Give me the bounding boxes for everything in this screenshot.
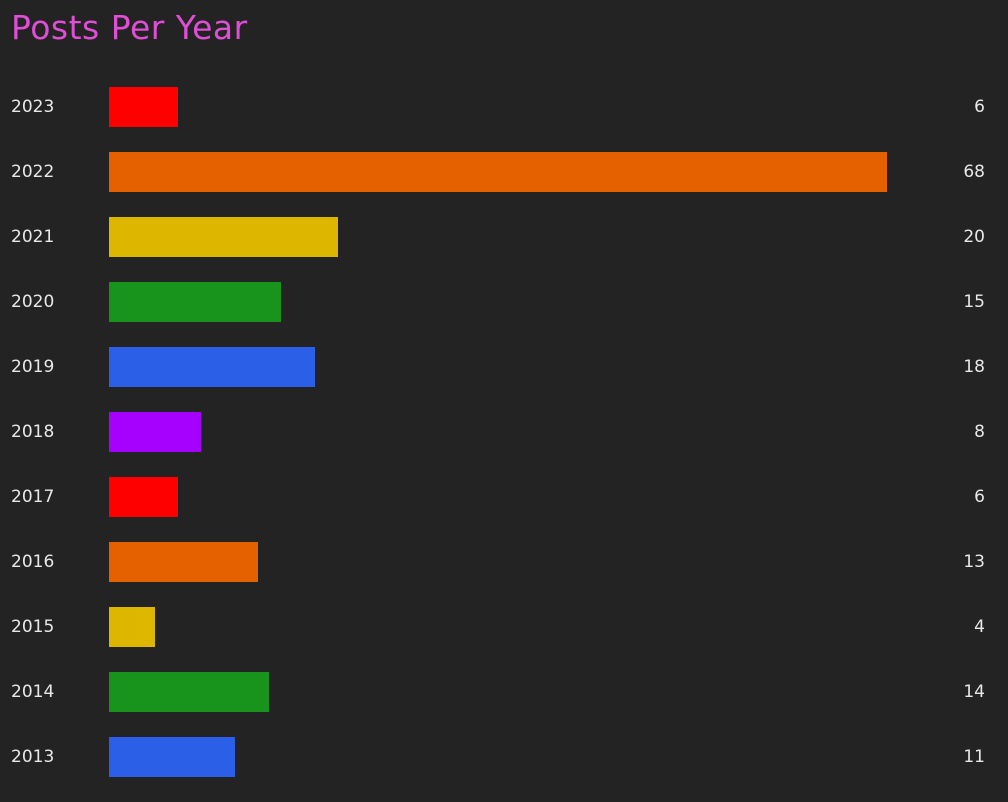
chart-title: Posts Per Year	[11, 8, 248, 47]
bar-row-2019: 2019 18	[0, 347, 1008, 387]
bar-row-2013: 2013 11	[0, 737, 1008, 777]
category-label: 2022	[11, 162, 55, 182]
bar-row-2017: 2017 6	[0, 477, 1008, 517]
bar-row-2023: 2023 6	[0, 87, 1008, 127]
bar-row-2016: 2016 13	[0, 542, 1008, 582]
category-label: 2016	[11, 552, 55, 572]
bar-row-2018: 2018 8	[0, 412, 1008, 452]
value-label: 6	[974, 97, 985, 117]
bar-row-2022: 2022 68	[0, 152, 1008, 192]
category-label: 2019	[11, 357, 55, 377]
category-label: 2015	[11, 617, 55, 637]
category-label: 2018	[11, 422, 55, 442]
bar-2018	[109, 412, 201, 452]
bar-2019	[109, 347, 315, 387]
category-label: 2021	[11, 227, 55, 247]
value-label: 20	[963, 227, 985, 247]
bar-2021	[109, 217, 338, 257]
bar-2022	[109, 152, 887, 192]
category-label: 2020	[11, 292, 55, 312]
value-label: 8	[974, 422, 985, 442]
bar-2016	[109, 542, 258, 582]
bar-row-2014: 2014 14	[0, 672, 1008, 712]
bar-row-2021: 2021 20	[0, 217, 1008, 257]
bar-2017	[109, 477, 178, 517]
category-label: 2017	[11, 487, 55, 507]
bar-2013	[109, 737, 235, 777]
value-label: 18	[963, 357, 985, 377]
value-label: 14	[963, 682, 985, 702]
bar-2023	[109, 87, 178, 127]
value-label: 13	[963, 552, 985, 572]
bar-2014	[109, 672, 269, 712]
value-label: 11	[963, 747, 985, 767]
bar-row-2020: 2020 15	[0, 282, 1008, 322]
category-label: 2023	[11, 97, 55, 117]
category-label: 2013	[11, 747, 55, 767]
bar-row-2015: 2015 4	[0, 607, 1008, 647]
value-label: 68	[963, 162, 985, 182]
bar-2020	[109, 282, 281, 322]
bar-2015	[109, 607, 155, 647]
value-label: 6	[974, 487, 985, 507]
value-label: 15	[963, 292, 985, 312]
value-label: 4	[974, 617, 985, 637]
category-label: 2014	[11, 682, 55, 702]
